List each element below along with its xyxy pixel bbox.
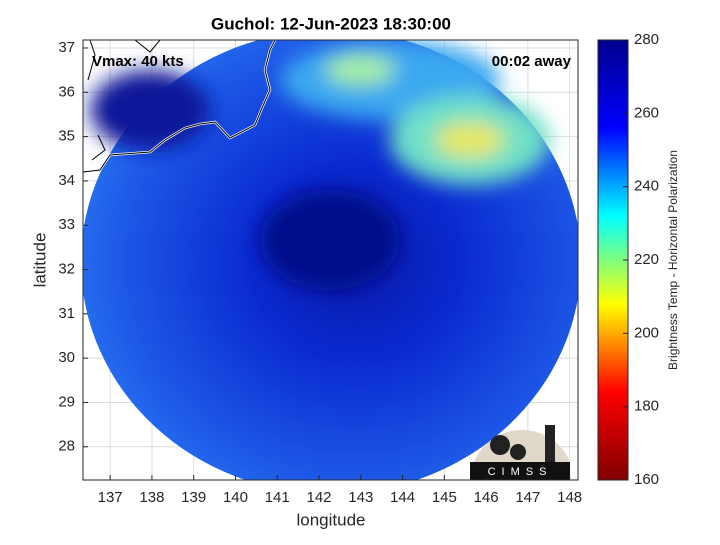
y-tick-label: 33 [58,216,75,233]
x-tick-label: 141 [265,489,290,506]
colorbar-tick-label: 220 [634,251,659,268]
x-tick-label: 144 [390,489,415,506]
x-tick-label: 143 [348,489,373,506]
y-tick-label: 28 [58,438,75,455]
colorbar-tick-label: 280 [634,31,659,48]
colorbar-tick-label: 180 [634,398,659,415]
x-axis-label: longitude [296,510,365,529]
x-tick-label: 139 [181,489,206,506]
colorbar-tick-label: 240 [634,178,659,195]
y-tick-label: 30 [58,349,75,366]
logo-text: CIMSS [488,466,553,478]
satellite-image [83,40,578,480]
x-tick-label: 142 [306,489,331,506]
x-tick-label: 140 [223,489,248,506]
chart-title: Guchol: 12-Jun-2023 18:30:00 [211,14,451,33]
axes-box [82,39,579,481]
y-tick-label: 34 [58,172,75,189]
annotation: 00:02 away [492,53,572,70]
x-tick-label: 145 [432,489,457,506]
logo: CIMSS [470,425,570,480]
colorbar-tick-label: 160 [634,471,659,488]
x-tick-label: 148 [557,489,582,506]
y-tick-label: 37 [58,39,75,56]
y-tick-label: 32 [58,260,75,277]
x-tick-label: 137 [98,489,123,506]
annotation: Vmax: 40 kts [92,53,184,70]
colorbar-label: Brightness Temp - Horizontal Polarizatio… [666,150,680,370]
x-tick-label: 147 [515,489,540,506]
x-tick-label: 138 [139,489,164,506]
colorbar-tick-label: 200 [634,324,659,341]
y-axis-label: latitude [30,233,49,288]
y-tick-label: 29 [58,393,75,410]
y-tick-label: 36 [58,83,75,100]
y-tick-label: 31 [58,305,75,322]
y-tick-label: 35 [58,128,75,145]
colorbar-tick-label: 260 [634,104,659,121]
x-tick-label: 146 [474,489,499,506]
